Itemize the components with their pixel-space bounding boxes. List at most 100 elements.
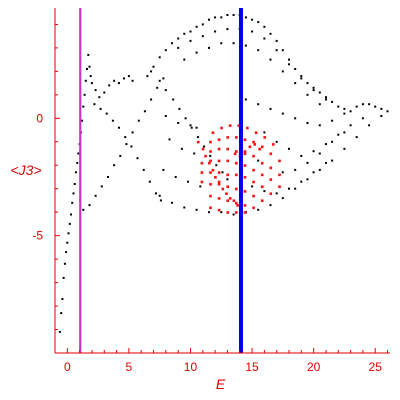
black-point <box>281 70 284 73</box>
black-point <box>226 28 229 31</box>
black-point <box>195 51 198 54</box>
black-point <box>257 21 260 24</box>
red-point <box>243 204 247 207</box>
black-point <box>193 152 196 155</box>
black-point <box>374 105 377 108</box>
black-point <box>119 154 122 157</box>
black-point <box>162 77 165 80</box>
black-point <box>306 178 309 181</box>
black-point <box>164 89 167 92</box>
black-point <box>88 65 91 68</box>
red-point <box>209 183 212 186</box>
red-point <box>260 199 264 202</box>
red-point <box>225 192 228 195</box>
red-point <box>235 150 238 153</box>
black-point <box>72 192 75 195</box>
black-point <box>318 124 321 127</box>
red-point <box>248 145 252 149</box>
red-point <box>214 176 217 179</box>
black-point <box>131 79 134 82</box>
red-point <box>209 140 212 144</box>
black-point <box>183 32 186 35</box>
black-point <box>67 232 70 235</box>
black-point <box>174 176 177 178</box>
black-point <box>355 136 358 139</box>
black-point <box>87 53 90 56</box>
red-point <box>220 126 223 130</box>
red-point <box>209 171 212 174</box>
black-point <box>380 107 383 110</box>
black-point <box>83 93 86 96</box>
red-point <box>243 164 247 167</box>
black-point <box>74 171 77 174</box>
black-point <box>349 110 352 113</box>
black-point <box>275 192 278 195</box>
red-point <box>228 124 232 127</box>
red-point <box>209 206 212 210</box>
black-point <box>177 37 180 40</box>
red-point <box>204 154 207 158</box>
black-point <box>208 46 210 49</box>
black-point <box>183 58 186 61</box>
black-point <box>288 147 290 150</box>
black-point <box>220 211 223 214</box>
black-point <box>331 140 334 143</box>
red-point <box>209 150 212 153</box>
black-point <box>62 276 65 279</box>
black-point <box>281 197 284 200</box>
black-point <box>196 136 199 139</box>
red-point <box>237 124 241 127</box>
black-point <box>294 82 297 85</box>
red-point <box>252 154 255 158</box>
red-point <box>278 173 281 177</box>
red-point <box>226 173 229 177</box>
red-point <box>235 201 238 205</box>
red-point <box>208 161 211 165</box>
red-point <box>252 140 255 144</box>
black-point <box>73 183 76 185</box>
black-point <box>325 161 327 164</box>
black-point <box>98 96 101 99</box>
black-point <box>61 298 64 300</box>
black-point <box>124 136 127 139</box>
black-point <box>90 82 93 85</box>
black-point <box>183 206 186 209</box>
black-point <box>232 213 235 216</box>
black-point <box>294 168 297 171</box>
red-point <box>272 143 275 146</box>
red-point <box>254 131 258 134</box>
black-point <box>312 89 315 92</box>
black-point <box>281 49 284 52</box>
red-point <box>226 185 229 188</box>
black-point <box>257 159 260 162</box>
black-point <box>118 82 120 85</box>
black-point <box>281 171 284 174</box>
red-point <box>200 171 204 174</box>
red-point <box>252 206 255 210</box>
black-point <box>156 86 159 89</box>
black-point <box>189 124 192 127</box>
red-point <box>253 143 257 146</box>
black-point <box>325 98 327 101</box>
red-point <box>278 159 281 163</box>
black-point <box>190 126 193 129</box>
black-point <box>168 138 171 141</box>
red-point <box>211 131 215 134</box>
black-point <box>88 204 91 207</box>
red-point <box>235 211 238 214</box>
black-point <box>71 201 74 204</box>
x-tick-label: 25 <box>369 360 383 374</box>
black-point <box>257 49 260 52</box>
red-point <box>243 138 247 141</box>
black-point <box>361 117 364 120</box>
black-point <box>318 152 321 155</box>
black-point <box>94 194 97 197</box>
black-point <box>232 42 235 45</box>
black-point <box>146 75 149 78</box>
black-point <box>244 98 247 101</box>
black-point <box>380 115 383 117</box>
black-point <box>184 117 187 120</box>
black-point <box>143 110 146 113</box>
axes-layer <box>54 8 390 354</box>
y-tick-label: 0 <box>36 111 43 125</box>
